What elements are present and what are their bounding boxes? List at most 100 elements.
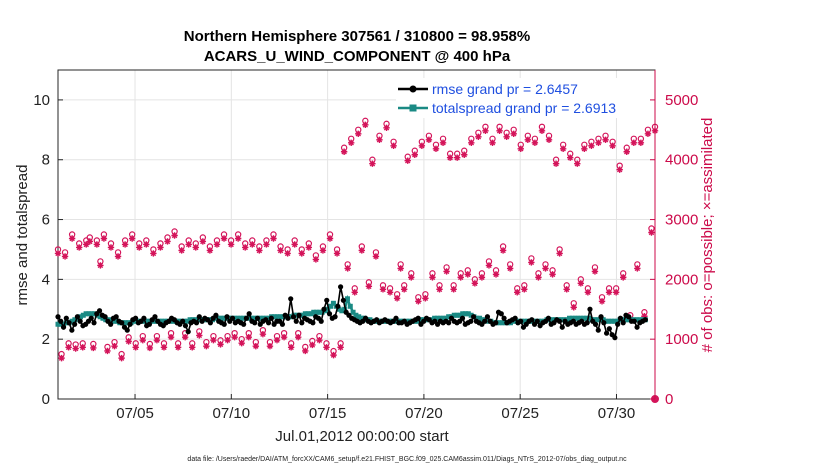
obs-assimilated-marker xyxy=(167,333,175,341)
chart-title-line1: Northern Hemisphere 307561 / 310800 = 98… xyxy=(184,28,530,45)
rmse-point xyxy=(252,320,258,326)
spread-point xyxy=(89,311,95,317)
spread-point xyxy=(280,314,286,320)
rmse-point xyxy=(108,321,114,327)
spread-point xyxy=(72,317,78,323)
obs-assimilated-marker xyxy=(574,160,581,167)
rmse-point xyxy=(310,320,316,326)
obs-assimilated-marker xyxy=(591,268,599,275)
obs-assimilated-marker xyxy=(411,151,418,158)
spread-point xyxy=(499,320,505,326)
spread-point xyxy=(550,317,556,323)
spread-point xyxy=(606,318,612,324)
obs-assimilated-marker xyxy=(252,342,260,350)
obs-assimilated-marker xyxy=(174,344,182,351)
rmse-point xyxy=(470,314,477,320)
spread-point xyxy=(330,300,336,306)
obs-assimilated-marker xyxy=(277,247,284,254)
obs-assimilated-marker xyxy=(309,341,316,349)
obs-assimilated-marker xyxy=(213,241,221,248)
obs-assimilated-marker xyxy=(287,344,295,351)
spread-point xyxy=(443,315,449,321)
obs-assimilated-marker xyxy=(482,127,489,135)
obs-assimilated-marker xyxy=(644,130,652,138)
spread-point xyxy=(61,321,67,327)
rmse-point xyxy=(182,323,189,329)
spread-point xyxy=(80,312,86,318)
obs-assimilated-marker xyxy=(298,250,305,257)
y-right-tick-label: 0 xyxy=(665,391,673,408)
obs-assimilated-marker xyxy=(393,295,401,302)
rmse-point xyxy=(268,315,274,321)
spread-point xyxy=(595,317,601,323)
rmse-point xyxy=(634,324,640,330)
rmse-point xyxy=(69,327,75,333)
obs-assimilated-marker xyxy=(623,148,630,155)
spread-point xyxy=(252,315,258,321)
spread-point xyxy=(437,315,443,321)
obs-assimilated-marker xyxy=(266,342,274,350)
legend: rmse grand pr = 2.6457 totalspread grand… xyxy=(396,78,650,118)
obs-assimilated-marker xyxy=(316,336,323,344)
obs-assimilated-marker xyxy=(485,262,493,269)
obs-assimilated-marker xyxy=(348,139,355,146)
rmse-point xyxy=(598,314,604,320)
rmse-point xyxy=(119,320,125,326)
rmse-point xyxy=(241,321,247,327)
obs-assimilated-marker xyxy=(75,244,83,251)
rmse-point xyxy=(534,318,540,324)
obs-assimilated-marker xyxy=(514,289,521,296)
spread-point xyxy=(240,315,246,321)
obs-assimilated-marker xyxy=(517,145,524,152)
rmse-point xyxy=(196,314,202,320)
rmse-point xyxy=(207,320,213,326)
spread-point xyxy=(575,315,581,321)
y-left-tick-label: 8 xyxy=(42,152,50,169)
obs-assimilated-marker xyxy=(531,139,539,146)
obs-assimilated-marker xyxy=(637,139,645,146)
rmse-point xyxy=(193,320,200,326)
spread-point xyxy=(496,320,502,326)
spread-point xyxy=(111,318,117,324)
spread-point xyxy=(316,309,322,315)
rmse-point xyxy=(631,318,637,324)
rmse-point xyxy=(180,318,186,324)
obs-assimilated-marker xyxy=(379,286,387,293)
rmse-point xyxy=(617,315,624,321)
spread-point xyxy=(583,315,589,321)
obs-assimilated-marker xyxy=(605,289,613,296)
spread-point xyxy=(83,311,89,317)
spread-point xyxy=(69,318,75,324)
obs-assimilated-marker xyxy=(114,253,122,260)
rmse-point xyxy=(91,320,97,326)
obs-assimilated-marker xyxy=(422,295,429,302)
rmse-point xyxy=(459,315,466,321)
spread-point xyxy=(314,309,320,315)
spread-point xyxy=(336,306,342,312)
rmse-point xyxy=(415,315,421,321)
obs-assimilated-marker xyxy=(528,259,535,266)
rmse-point xyxy=(642,317,648,323)
rmse-point xyxy=(556,318,563,324)
rmse-point xyxy=(146,321,153,327)
obs-assimilated-marker xyxy=(471,280,479,287)
obs-assimilated-marker xyxy=(524,136,532,143)
rmse-point xyxy=(326,311,333,317)
spread-point xyxy=(226,315,232,321)
spread-point xyxy=(586,315,592,321)
obs-assimilated-marker xyxy=(538,127,546,135)
rmse-point xyxy=(482,318,488,324)
obs-assimilated-marker xyxy=(189,344,196,351)
rmse-point xyxy=(293,318,299,324)
obs-assimilated-marker xyxy=(153,336,161,344)
obs-assimilated-marker xyxy=(446,154,454,161)
rmse-point xyxy=(124,327,130,333)
obs-assimilated-marker xyxy=(196,332,203,339)
rmse-point xyxy=(606,326,612,332)
obs-assimilated-marker xyxy=(620,274,627,281)
obs-assimilated-marker xyxy=(397,265,404,272)
rmse-point xyxy=(592,321,599,327)
spread-point xyxy=(347,303,353,309)
obs-assimilated-marker xyxy=(104,347,111,355)
